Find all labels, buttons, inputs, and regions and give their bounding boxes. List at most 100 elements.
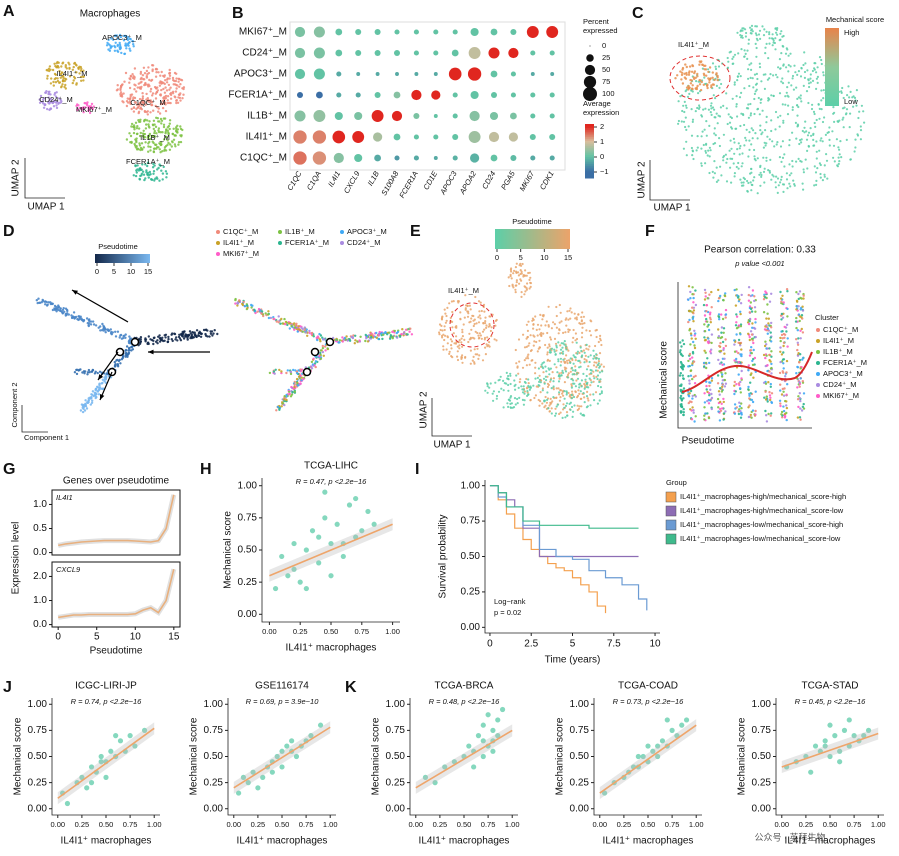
cell-dot [748,354,752,357]
panel-title: Macrophages [80,9,141,20]
cell-dot [579,390,582,393]
cell-dot [694,395,697,398]
cell-dot [80,67,83,71]
branch-node [302,367,312,377]
cell-dot [713,142,717,145]
x-axis-label: IL4I1⁺ macrophages [286,643,377,654]
cell-dot [733,343,736,346]
cell-dot [559,344,562,347]
cell-dot [818,149,821,152]
cell-dot [738,405,742,408]
cell-dot [780,52,783,55]
cell-dot [556,371,559,374]
cell-dot [722,104,725,107]
cell-dot [780,312,784,316]
cell-dot [133,126,136,129]
cell-dot [555,405,558,408]
plot-frame [289,21,566,171]
cell-dot [509,395,513,398]
cell-dot [764,340,767,343]
cell-dot [693,344,696,347]
cell-dot [765,317,768,320]
cell-dot [691,293,694,296]
cell-dot [443,338,446,342]
cell-dot [596,377,599,381]
cell-dot [101,378,105,381]
cell-dot [568,402,571,405]
cell-dot [796,97,799,100]
cell-dot [56,77,59,80]
cell-dot [118,336,121,339]
cell-dot [197,334,201,338]
cell-dot [703,314,707,317]
cell-dot [784,375,787,378]
cell-dot [694,87,698,90]
cell-dot [152,342,155,346]
cell-dot [719,409,723,412]
cell-dot [477,334,480,337]
cell-dot [509,372,512,375]
cell-dot [598,380,601,384]
cell-dot [202,328,206,332]
colorbar-segment [585,134,594,138]
x-tick-label: 0.00 [774,820,789,829]
cell-dot [522,333,525,336]
cell-dot [731,57,734,61]
cell-dot [138,97,142,101]
cell-dot [796,354,800,357]
cell-dot [285,393,288,397]
cell-dot [139,87,143,90]
cell-dot [445,319,448,322]
cell-dot [131,73,134,76]
cell-dot [166,78,169,81]
dot [448,67,462,81]
cell-dot [768,394,772,397]
cell-dot [171,92,175,95]
cell-dot [507,383,510,387]
x-axis-label: IL4I1⁺ macrophages [237,836,328,847]
cell-dot [749,172,752,175]
cell-dot [514,403,517,406]
cell-dot [474,330,477,333]
cell-dot [166,139,169,142]
cell-dot [477,300,481,303]
cell-dot [128,77,131,80]
cell-dot [752,357,755,361]
cell-dot [719,400,722,404]
cell-dot [138,144,142,147]
legend-dot [340,241,344,245]
cell-dot [528,271,531,274]
cell-dot [138,104,141,108]
cell-dot [103,376,106,379]
cell-dot [679,365,683,369]
cell-dot [766,135,769,138]
cell-dot [798,397,802,400]
cell-dot [146,135,150,138]
cell-dot [541,389,544,392]
cell-dot [780,175,783,178]
cell-dot [120,358,124,361]
cell-dot [289,395,293,398]
cell-dot [149,111,152,114]
cell-dot [64,78,68,81]
cell-dot [729,139,732,142]
cell-dot [354,334,357,337]
cell-dot [581,311,584,314]
cell-dot [710,113,713,116]
cell-dot [147,176,150,179]
cell-dot [782,362,785,365]
cell-dot [157,146,160,149]
cell-dot [540,334,543,338]
arrow-head [148,349,154,355]
cell-dot [574,369,577,372]
cell-dot [513,269,516,272]
cell-dot [770,326,773,329]
cell-dot [84,370,87,373]
point [837,759,843,765]
cell-dot [558,399,562,402]
cell-dot [574,359,577,362]
cell-dot [55,100,59,103]
cell-dot [828,126,831,129]
cell-dot [125,138,129,141]
cell-dot [579,346,582,349]
